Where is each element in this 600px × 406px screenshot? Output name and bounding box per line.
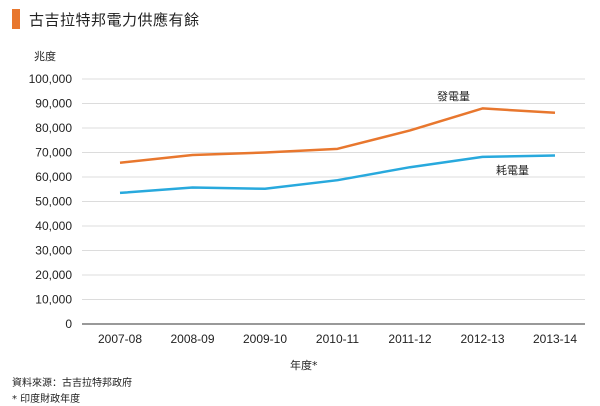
- y-tick-label: 50,000: [35, 195, 72, 209]
- series-lines: [119, 107, 556, 195]
- gridlines: [82, 78, 585, 325]
- y-axis-ticks: 0 10,000 20,000 30,000 40,000 50,000 60,000 70,…: [29, 72, 73, 331]
- x-tick-label: 2013-14: [533, 332, 577, 346]
- y-tick-label: 70,000: [35, 146, 72, 160]
- series-line-consumption: [119, 154, 556, 195]
- y-tick-label: 10,000: [35, 293, 72, 307]
- y-tick-label: 80,000: [35, 121, 72, 135]
- x-tick-label: 2009-10: [243, 332, 287, 346]
- y-tick-label: 20,000: [35, 268, 72, 282]
- title-accent-marker: [12, 9, 20, 29]
- footnote: * 印度財政年度: [12, 394, 81, 405]
- series-label-generation: 發電量: [437, 89, 470, 103]
- y-tick-label: 100,000: [29, 72, 73, 86]
- x-tick-label: 2007-08: [98, 332, 142, 346]
- x-tick-label: 2012-13: [460, 332, 504, 346]
- x-axis-ticks: 2007-08 2008-09 2009-10 2010-11 2011-12 2012-…: [98, 332, 577, 346]
- y-tick-label: 90,000: [35, 97, 72, 111]
- series-label-consumption: 耗電量: [496, 164, 529, 177]
- chart-title: 古吉拉特邦電力供應有餘: [29, 10, 200, 29]
- source-note: 資料來源：古吉拉特邦政府: [12, 378, 132, 389]
- series-line-generation: [119, 107, 556, 165]
- x-tick-label: 2010-11: [316, 332, 359, 346]
- x-tick-label: 2008-09: [170, 332, 214, 346]
- y-tick-label: 0: [65, 317, 72, 331]
- y-axis-unit-label: 兆度: [34, 49, 56, 63]
- y-tick-label: 40,000: [35, 219, 72, 233]
- x-axis-label: 年度*: [290, 358, 318, 372]
- y-tick-label: 60,000: [35, 170, 72, 184]
- chart-title-bar: 古吉拉特邦電力供應有餘: [0, 8, 200, 30]
- y-tick-label: 30,000: [35, 244, 72, 258]
- x-tick-label: 2011-12: [388, 332, 431, 346]
